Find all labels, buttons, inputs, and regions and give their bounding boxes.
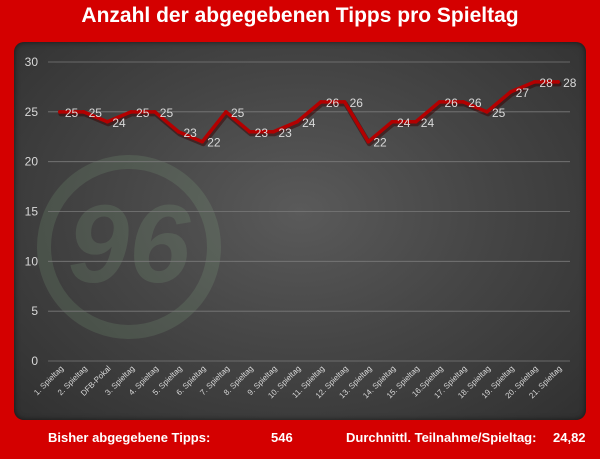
data-label: 25	[136, 106, 150, 120]
data-label: 23	[278, 126, 292, 140]
average-participation-label: Durchnittl. Teilnahme/Spieltag:	[346, 430, 537, 445]
data-label: 25	[492, 106, 506, 120]
y-tick-label: 25	[25, 105, 39, 119]
y-tick-label: 0	[31, 354, 38, 368]
data-point	[200, 139, 205, 144]
data-point	[556, 80, 560, 84]
data-label: 25	[231, 106, 245, 120]
data-label: 25	[160, 106, 174, 120]
average-participation-value: 24,82	[553, 430, 586, 445]
data-point	[485, 110, 489, 114]
y-tick-label: 10	[25, 254, 39, 268]
data-point	[81, 110, 86, 114]
data-point	[413, 120, 418, 124]
data-point	[247, 129, 252, 134]
data-label: 22	[373, 136, 387, 150]
svg-text:96: 96	[68, 183, 191, 306]
plot-area: 96 0 5 10 15 20 25 30 1. Spieltag 2. Spieltag DF…	[14, 42, 586, 420]
club-logo-watermark: 96	[37, 155, 221, 339]
data-point	[271, 129, 276, 134]
data-label: 27	[516, 86, 530, 100]
y-tick-label: 30	[25, 55, 39, 69]
data-label: 23	[184, 126, 198, 140]
chart-title: Anzahl der abgegebenen Tipps pro Spielta…	[81, 4, 519, 27]
data-label: 24	[397, 116, 411, 130]
data-label: 24	[112, 116, 126, 130]
data-point	[58, 110, 62, 114]
data-point	[105, 120, 110, 124]
data-point	[295, 120, 299, 124]
data-point	[390, 120, 394, 124]
y-tick-label: 15	[25, 205, 39, 219]
data-point	[176, 129, 181, 134]
data-point	[532, 80, 537, 84]
data-label: 24	[302, 116, 316, 130]
data-label: 22	[207, 136, 221, 150]
data-label: 25	[89, 106, 103, 120]
total-tips-label: Bisher abgegebene Tipps:	[48, 430, 211, 445]
data-point	[461, 100, 466, 104]
data-label: 23	[255, 126, 269, 140]
data-point	[342, 100, 347, 104]
data-point	[437, 100, 442, 104]
data-label: 26	[326, 96, 340, 110]
data-point	[508, 90, 513, 94]
series-line	[58, 80, 560, 144]
data-label: 26	[468, 96, 482, 110]
total-tips-value: 546	[271, 430, 293, 445]
data-point	[319, 100, 323, 104]
summary-bar: Bisher abgegebene Tipps: 546 Durchnittl.…	[0, 430, 600, 450]
y-tick-label: 20	[25, 155, 39, 169]
data-label: 28	[563, 76, 577, 90]
data-label: 28	[539, 76, 553, 90]
data-point	[152, 110, 157, 114]
data-point	[366, 139, 371, 144]
data-label: 24	[421, 116, 435, 130]
data-point	[129, 110, 133, 114]
data-label: 25	[65, 106, 79, 120]
y-tick-label: 5	[31, 304, 38, 318]
data-label: 26	[350, 96, 364, 110]
data-label: 26	[445, 96, 459, 110]
data-point	[224, 110, 228, 114]
